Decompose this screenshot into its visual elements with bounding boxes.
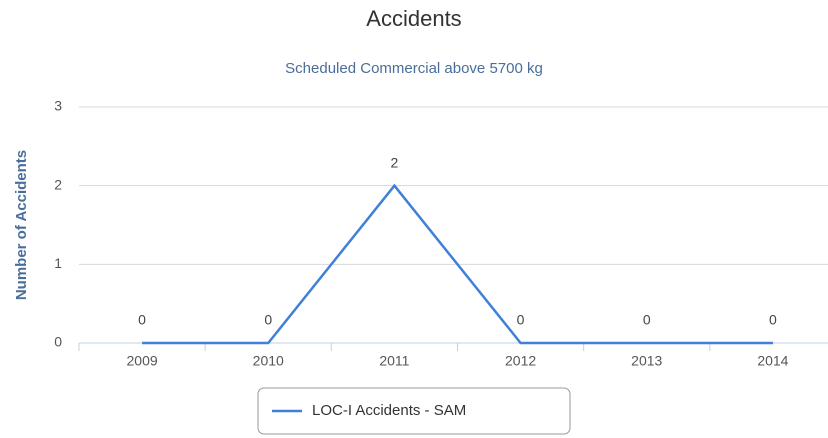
data-label: 0 [643, 312, 651, 328]
series-line [142, 183, 773, 345]
data-label: 0 [138, 312, 146, 328]
chart-title: Accidents [366, 6, 461, 31]
legend-box [257, 387, 571, 435]
x-tick-label: 2014 [757, 353, 788, 369]
chart-subtitle: Scheduled Commercial above 5700 kg [285, 60, 543, 77]
data-label: 0 [517, 312, 525, 328]
y-tick-label: 3 [54, 98, 62, 114]
x-tick-label: 2013 [631, 353, 662, 369]
y-tick-label: 0 [54, 334, 62, 350]
data-label: 0 [769, 312, 777, 328]
x-tick-label: 2009 [127, 353, 158, 369]
x-tick-label: 2010 [253, 353, 284, 369]
y-axis-label: Number of Accidents [13, 150, 30, 300]
data-label: 2 [391, 154, 399, 170]
x-tick-label: 2011 [379, 353, 409, 369]
legend-label: LOC-I Accidents - SAM [312, 402, 466, 419]
y-tick-label: 2 [54, 176, 62, 192]
y-tick-label: 1 [54, 255, 62, 271]
data-label: 0 [264, 312, 272, 328]
x-tick-label: 2012 [505, 353, 536, 369]
